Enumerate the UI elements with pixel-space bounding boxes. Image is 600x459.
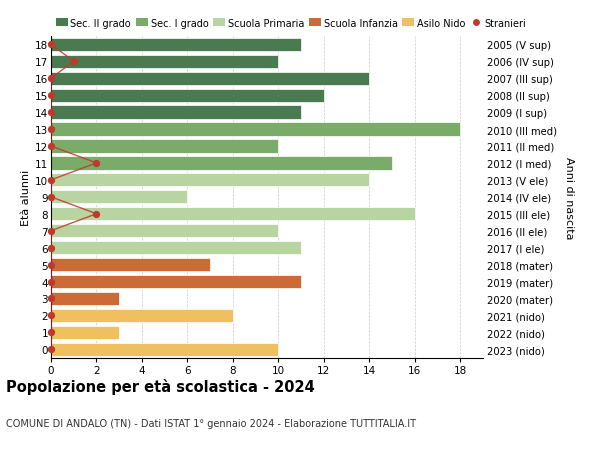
Bar [51,207,415,221]
Point [46,109,56,117]
Point [46,295,56,302]
Bar [51,191,187,204]
Point [46,228,56,235]
Y-axis label: Età alunni: Età alunni [21,169,31,225]
Text: Popolazione per età scolastica - 2024: Popolazione per età scolastica - 2024 [6,379,315,395]
Point [46,143,56,150]
Bar [51,326,119,339]
Point [46,245,56,252]
Point [46,92,56,100]
Bar [51,224,278,238]
Bar [51,56,278,69]
Point [46,126,56,134]
Point [46,194,56,201]
Point [46,261,56,269]
Point [46,177,56,184]
Bar [51,90,324,102]
Point [92,160,101,167]
Point [46,278,56,285]
Y-axis label: Anni di nascita: Anni di nascita [564,156,574,239]
Point [46,41,56,49]
Point [46,329,56,336]
Point [46,346,56,353]
Bar [51,73,370,85]
Bar [51,157,392,170]
Bar [51,258,210,272]
Bar [51,106,301,119]
Bar [51,241,301,255]
Bar [51,123,460,136]
Point [46,312,56,319]
Bar [51,309,233,322]
Bar [51,343,278,356]
Point [46,75,56,83]
Legend: Sec. II grado, Sec. I grado, Scuola Primaria, Scuola Infanzia, Asilo Nido, Stran: Sec. II grado, Sec. I grado, Scuola Prim… [56,19,527,28]
Bar [51,39,301,52]
Bar [51,275,301,289]
Point [92,211,101,218]
Text: COMUNE DI ANDALO (TN) - Dati ISTAT 1° gennaio 2024 - Elaborazione TUTTITALIA.IT: COMUNE DI ANDALO (TN) - Dati ISTAT 1° ge… [6,418,416,428]
Point [69,58,79,66]
Bar [51,174,370,187]
Bar [51,292,119,305]
Bar [51,140,278,153]
